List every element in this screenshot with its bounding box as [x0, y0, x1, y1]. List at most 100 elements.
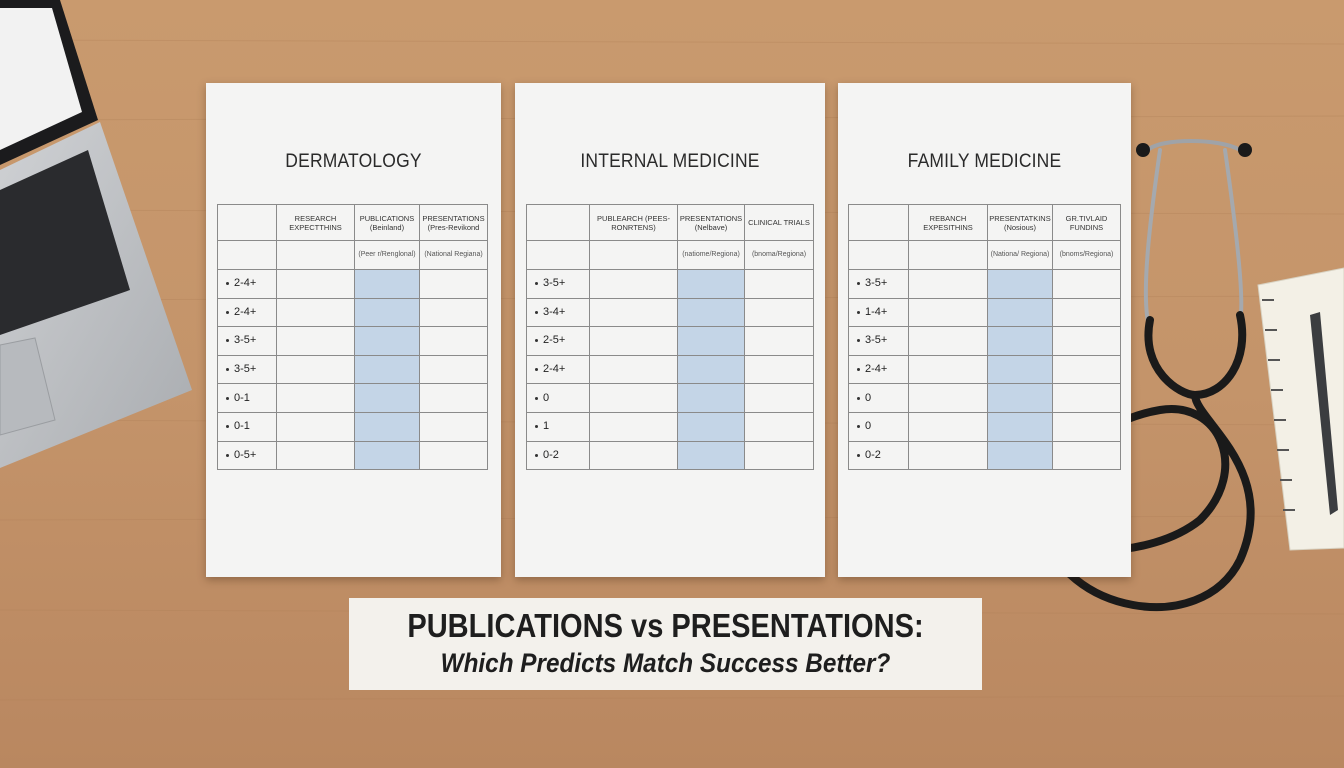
row-label: 0 — [543, 391, 550, 404]
row-label-cell: 0-2 — [526, 440, 590, 471]
table-cell — [419, 354, 488, 385]
highlighted-cell — [677, 326, 745, 356]
highlighted-cell — [354, 440, 420, 471]
highlighted-cell — [987, 440, 1053, 471]
table-cell — [276, 383, 355, 413]
table-cell — [276, 440, 355, 471]
row-label-cell: 3-5+ — [848, 269, 909, 299]
highlighted-cell — [987, 412, 1053, 442]
caption-box: PUBLICATIONS vs PRESENTATIONS: Which Pre… — [349, 598, 982, 690]
column-subheader: (National Regiana) — [419, 240, 488, 270]
row-label-cell: 0-5+ — [217, 440, 277, 471]
column-subheader: (Nationa/ Regiona) — [987, 240, 1053, 270]
column-header: RESEARCH EXPECTTHINS — [276, 204, 355, 241]
table-cell — [744, 383, 814, 413]
row-label-cell: 0 — [526, 383, 590, 413]
sheet-title: FAMILY MEDICINE — [907, 151, 1062, 172]
bullet — [226, 425, 229, 429]
highlighted-cell — [677, 354, 745, 385]
highlighted-cell — [987, 326, 1053, 356]
bullet — [857, 396, 860, 400]
highlighted-cell — [987, 297, 1053, 328]
table-cell — [419, 297, 488, 328]
bullet — [535, 368, 538, 372]
table-cell — [526, 204, 590, 241]
table-cell — [589, 412, 678, 442]
bullet — [535, 339, 538, 343]
bullet — [535, 310, 538, 314]
table-cell — [908, 354, 988, 385]
highlighted-cell — [987, 269, 1053, 299]
table-cell — [1052, 412, 1121, 442]
column-header: PUBLICATIONS (Beinland) — [354, 204, 420, 241]
table-cell — [589, 269, 678, 299]
highlighted-cell — [677, 412, 745, 442]
sheet-title: DERMATOLOGY — [285, 151, 422, 172]
laptop — [0, 0, 192, 468]
table-cell — [276, 269, 355, 299]
highlighted-cell — [354, 269, 420, 299]
column-subheader: (natiome/Regiona) — [677, 240, 745, 270]
notepad — [1257, 267, 1344, 551]
highlighted-cell — [354, 383, 420, 413]
caption-question: Which Predicts Match Success Better? — [440, 648, 891, 678]
row-label-cell: 2-4+ — [848, 354, 909, 385]
table-cell — [1052, 297, 1121, 328]
table-cell — [1052, 440, 1121, 471]
row-label: 2-4+ — [543, 363, 566, 375]
row-label-cell: 0-1 — [217, 412, 277, 442]
highlighted-cell — [677, 383, 745, 413]
highlighted-cell — [354, 297, 420, 328]
row-label: 0-1 — [234, 420, 250, 433]
table-cell — [589, 297, 678, 328]
column-header: PUBLEARCH (PEES-RONRTENS) — [589, 204, 678, 241]
column-header: PRESENTATKINS (Nosious) — [987, 204, 1053, 241]
highlighted-cell — [987, 354, 1053, 385]
table-cell — [589, 383, 678, 413]
row-label: 3-5+ — [865, 277, 888, 290]
table-cell — [276, 354, 355, 385]
row-label: 2-4+ — [234, 277, 257, 290]
row-label: 3-4+ — [543, 305, 566, 318]
bullet — [226, 339, 229, 343]
table-cell — [526, 240, 590, 270]
row-label: 0 — [865, 420, 872, 433]
table-cell — [848, 204, 909, 241]
row-label: 2-4+ — [234, 305, 257, 318]
bullet — [535, 425, 538, 429]
table-cell — [908, 326, 988, 356]
table-cell — [419, 412, 488, 442]
row-label: 3-5+ — [234, 334, 257, 347]
column-header: REBANCH EXPESITHINS — [908, 204, 988, 241]
caption-headline: PUBLICATIONS vs PRESENTATIONS: — [407, 607, 924, 644]
table-cell — [908, 440, 988, 471]
row-label: 0-1 — [234, 391, 250, 404]
table-cell — [589, 240, 678, 270]
highlighted-cell — [354, 412, 420, 442]
highlighted-cell — [354, 354, 420, 385]
row-label-cell: 0 — [848, 383, 909, 413]
row-label: 3-5+ — [865, 334, 888, 347]
table-cell — [848, 240, 909, 270]
sheet-title: INTERNAL MEDICINE — [580, 151, 760, 172]
row-label-cell: 2-5+ — [526, 326, 590, 356]
table-cell — [908, 240, 988, 270]
bullet — [226, 310, 229, 314]
row-label: 0-2 — [543, 448, 559, 461]
table-cell — [419, 440, 488, 471]
row-label-cell: 3-5+ — [526, 269, 590, 299]
table-cell — [908, 269, 988, 299]
table-cell — [589, 354, 678, 385]
column-header: CLINICAL TRIALS — [744, 204, 814, 241]
paper-sheet: DERMATOLOGY RESEARCH EXPECTTHINS PUBLICATI… — [206, 83, 501, 577]
table-cell — [908, 383, 988, 413]
row-label-cell: 3-4+ — [526, 297, 590, 328]
row-label: 1 — [543, 420, 550, 433]
highlighted-cell — [677, 269, 745, 299]
bullet — [857, 368, 860, 372]
row-label-cell: 3-5+ — [217, 326, 277, 356]
table-cell — [1052, 326, 1121, 356]
table-cell — [276, 412, 355, 442]
